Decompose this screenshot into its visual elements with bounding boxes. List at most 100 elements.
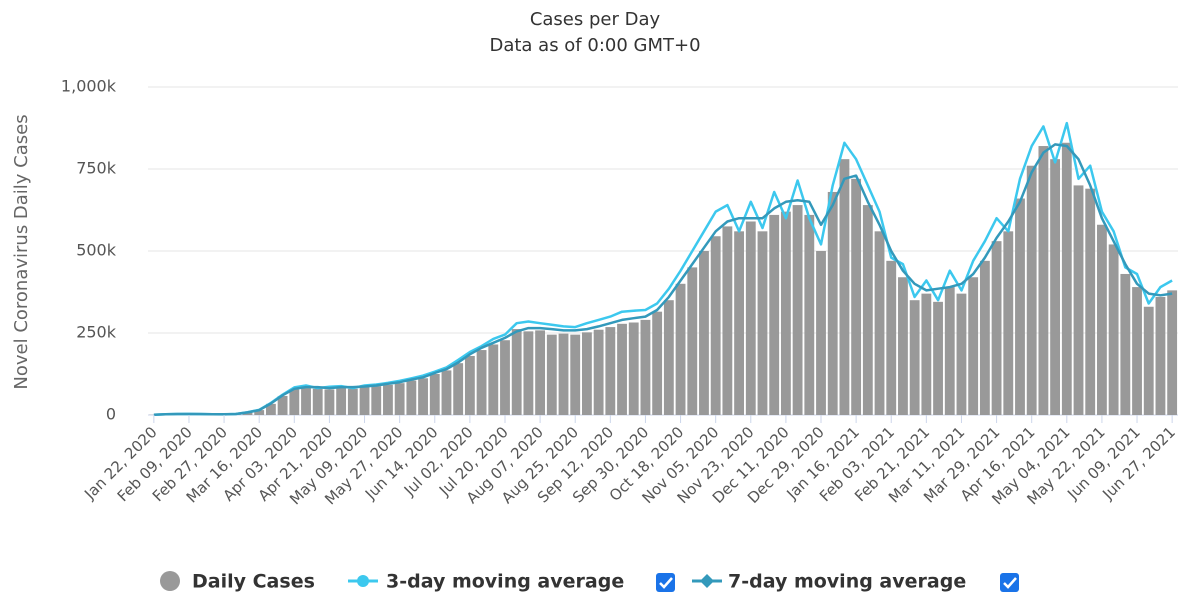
bar <box>1015 198 1025 415</box>
line <box>153 143 1173 416</box>
legend-item[interactable]: Daily Cases <box>160 571 315 593</box>
bar <box>1155 296 1166 415</box>
y-tick-label: 1,000k <box>61 77 117 96</box>
bar <box>839 159 850 415</box>
checkbox-check <box>659 577 673 589</box>
bar <box>921 293 932 415</box>
bar <box>242 412 253 415</box>
bar <box>312 388 323 415</box>
bar <box>1097 224 1107 415</box>
bar <box>757 231 768 415</box>
bar <box>909 300 920 415</box>
bar <box>570 334 581 415</box>
bar <box>745 221 756 415</box>
bar <box>898 277 908 415</box>
bar <box>827 191 838 415</box>
bar <box>1073 185 1084 415</box>
bar <box>558 333 569 415</box>
bar <box>289 389 300 415</box>
bar <box>792 205 803 415</box>
y-tick-label: 250k <box>76 323 117 342</box>
bar <box>1061 142 1072 415</box>
legend-item[interactable]: 7-day moving average <box>692 571 966 593</box>
bar <box>488 344 499 415</box>
checkbox-box <box>656 573 675 592</box>
checkbox-box <box>1000 573 1019 592</box>
bar <box>699 251 709 415</box>
bar <box>991 241 1002 415</box>
bar <box>804 214 815 415</box>
bar <box>394 383 405 415</box>
bar <box>956 293 967 415</box>
bar <box>617 323 627 415</box>
bar <box>1120 273 1131 415</box>
bar <box>944 287 955 415</box>
bar <box>453 363 464 415</box>
bar <box>523 331 534 415</box>
bars <box>148 142 1178 416</box>
bar <box>476 350 487 415</box>
legend-label: Daily Cases <box>192 571 315 593</box>
checkbox-check <box>1003 577 1017 589</box>
lines <box>153 121 1173 417</box>
bar <box>663 300 674 415</box>
chart-title: Cases per Day <box>530 9 661 30</box>
bar <box>301 388 311 415</box>
bar <box>710 236 721 415</box>
legend-icon <box>357 575 369 587</box>
bar <box>886 260 897 415</box>
bar <box>851 178 862 415</box>
bar <box>383 384 393 415</box>
bar <box>441 370 452 415</box>
bar <box>1050 159 1061 415</box>
legend: Daily Cases 3-day moving average 7-day m… <box>160 571 1019 593</box>
bar <box>675 283 686 415</box>
y-tick-label: 750k <box>76 159 117 178</box>
bar <box>582 332 592 415</box>
bar <box>628 322 639 415</box>
bar <box>640 319 651 415</box>
bar <box>780 211 791 415</box>
legend-icon <box>700 574 714 588</box>
bar <box>862 205 873 415</box>
y-tick-label: 0 <box>106 405 116 424</box>
bar <box>546 334 557 415</box>
bar <box>816 251 826 415</box>
bar <box>1038 146 1049 416</box>
legend-label: 7-day moving average <box>728 571 966 593</box>
bar <box>371 386 382 415</box>
bar <box>1026 165 1037 415</box>
bar <box>406 380 417 415</box>
bar <box>1143 306 1154 415</box>
bar <box>324 389 335 415</box>
bar <box>933 301 943 415</box>
legend-label: 3-day moving average <box>386 571 624 593</box>
y-tick-label: 500k <box>76 241 117 260</box>
bar <box>1108 244 1119 415</box>
bar <box>874 231 885 415</box>
bar <box>687 267 698 415</box>
bar <box>277 395 288 415</box>
bar <box>347 388 358 415</box>
bar <box>535 330 546 415</box>
bar <box>464 355 475 415</box>
bar <box>1085 188 1096 415</box>
checkbox[interactable] <box>656 573 675 592</box>
bar <box>511 329 522 415</box>
bar <box>979 260 990 415</box>
bar <box>359 386 370 415</box>
bar <box>734 231 744 415</box>
bar <box>605 327 616 415</box>
checkbox[interactable] <box>1000 573 1019 592</box>
bar <box>652 311 663 415</box>
legend-item[interactable]: 3-day moving average <box>348 571 624 593</box>
bar <box>265 403 276 415</box>
bar <box>1167 290 1178 415</box>
chart-subtitle: Data as of 0:00 GMT+0 <box>489 35 700 56</box>
bar <box>722 226 733 415</box>
bar <box>254 410 265 415</box>
bar <box>418 378 428 415</box>
bar <box>1003 231 1014 415</box>
